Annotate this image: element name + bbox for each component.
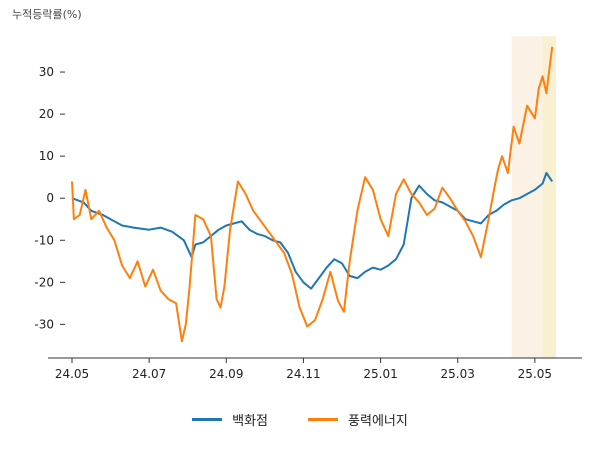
y-axis-title: 누적등락률(%) — [12, 8, 82, 21]
x-tick-label: 25.01 — [363, 367, 397, 381]
legend-swatch-wind-energy — [308, 418, 339, 421]
legend: 백화점 풍력에너지 — [0, 410, 600, 429]
legend-item-department-store: 백화점 — [192, 410, 268, 429]
highlight-band-2 — [542, 36, 557, 359]
y-tick-label: 0 — [46, 191, 54, 205]
x-tick-label: 24.05 — [55, 367, 89, 381]
x-tick-label: 24.07 — [132, 367, 166, 381]
y-tick-label: -20 — [34, 275, 54, 289]
x-tick-label: 25.03 — [441, 367, 475, 381]
legend-item-wind-energy: 풍력에너지 — [308, 410, 408, 429]
y-tick-label: -10 — [34, 233, 54, 247]
series-line-department-store — [71, 172, 554, 290]
legend-swatch-department-store — [192, 418, 223, 421]
y-tick-label: 20 — [39, 107, 54, 121]
highlight-bands — [511, 36, 557, 359]
x-tick-label: 24.09 — [209, 367, 243, 381]
series-lines — [71, 46, 554, 343]
series-line-wind-energy — [71, 46, 554, 343]
y-tick-label: 10 — [39, 149, 54, 163]
y-tick-label: -30 — [34, 317, 54, 331]
x-tick-label: 24.11 — [286, 367, 320, 381]
x-tick-label: 25.05 — [518, 367, 552, 381]
legend-label-department-store: 백화점 — [232, 414, 269, 429]
highlight-band-1 — [511, 36, 543, 359]
y-tick-label: 30 — [39, 65, 54, 79]
legend-label-wind-energy: 풍력에너지 — [348, 414, 408, 429]
axes: 30 20 10 0 -10 -20 -30 24.05 24.07 24.09 24.11 25.0… — [34, 65, 582, 381]
